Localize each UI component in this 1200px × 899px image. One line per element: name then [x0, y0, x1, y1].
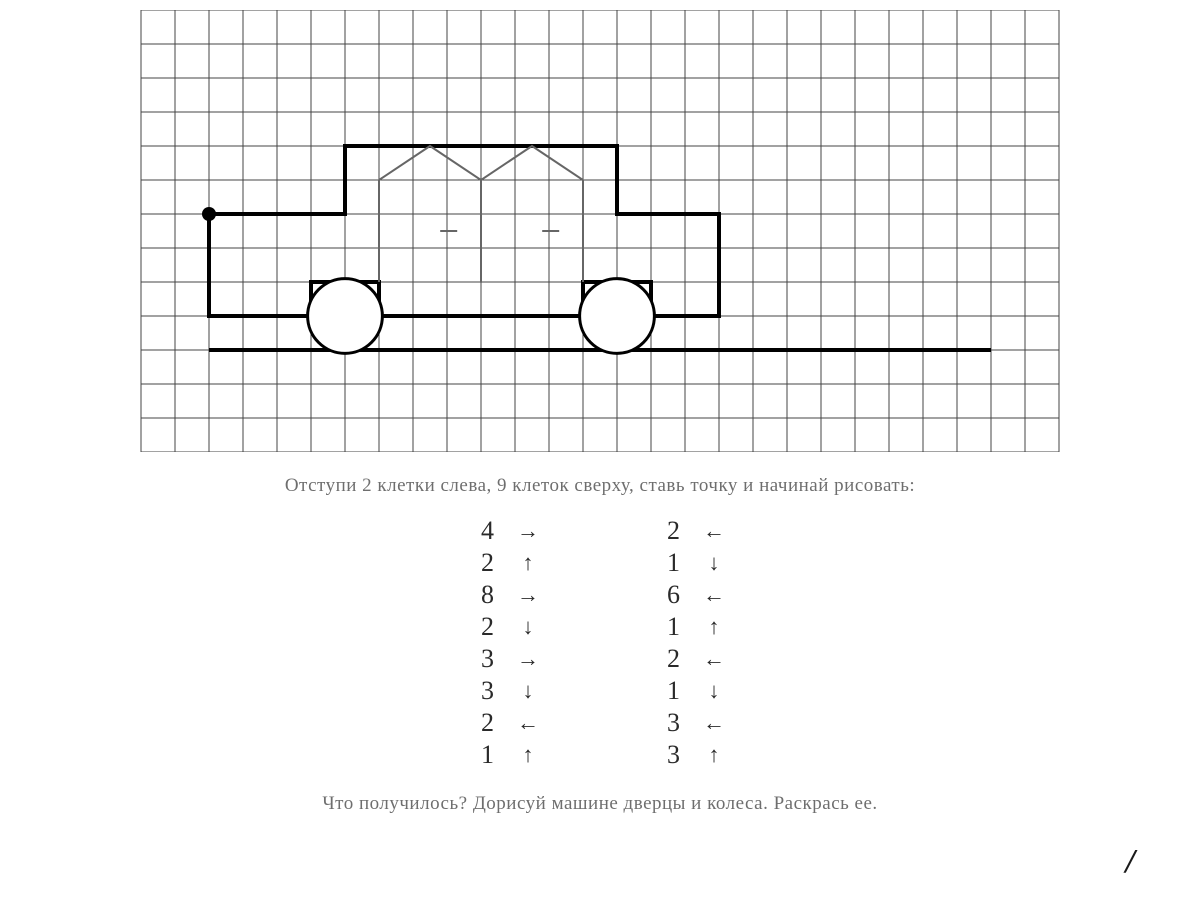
- step-row: 2↑: [474, 547, 540, 579]
- arrow-left-icon: ←: [702, 709, 726, 737]
- step-count: 6: [660, 579, 680, 612]
- arrow-down-icon: ↓: [702, 549, 726, 577]
- instruction-top: Отступи 2 клетки слева, 9 клеток сверху,…: [0, 475, 1200, 497]
- step-row: 2←: [660, 515, 726, 547]
- step-row: 1↓: [660, 675, 726, 707]
- step-row: 1↑: [474, 739, 540, 771]
- arrow-down-icon: ↓: [702, 677, 726, 705]
- step-count: 2: [474, 547, 494, 580]
- arrow-up-icon: ↑: [516, 549, 540, 577]
- worksheet-page: Отступи 2 клетки слева, 9 клеток сверху,…: [0, 0, 1200, 899]
- step-count: 2: [474, 611, 494, 644]
- step-row: 2↓: [474, 611, 540, 643]
- step-row: 4→: [474, 515, 540, 547]
- step-count: 4: [474, 515, 494, 548]
- step-row: 3←: [660, 707, 726, 739]
- step-count: 2: [660, 643, 680, 676]
- step-count: 1: [660, 547, 680, 580]
- step-count: 1: [474, 739, 494, 772]
- steps-column-right: 2←1↓6←1↑2←1↓3←3↑: [660, 515, 726, 771]
- arrow-left-icon: ←: [702, 517, 726, 545]
- step-count: 3: [660, 707, 680, 740]
- grid-diagram-container: [140, 10, 1060, 457]
- stray-mark: /: [1126, 843, 1135, 881]
- step-count: 1: [660, 611, 680, 644]
- arrow-right-icon: →: [516, 517, 540, 545]
- arrow-up-icon: ↑: [516, 741, 540, 769]
- step-count: 3: [474, 675, 494, 708]
- step-count: 3: [660, 739, 680, 772]
- step-row: 6←: [660, 579, 726, 611]
- arrow-up-icon: ↑: [702, 613, 726, 641]
- step-row: 3→: [474, 643, 540, 675]
- step-count: 2: [474, 707, 494, 740]
- step-count: 8: [474, 579, 494, 612]
- step-row: 2←: [660, 643, 726, 675]
- arrow-down-icon: ↓: [516, 613, 540, 641]
- arrow-left-icon: ←: [516, 709, 540, 737]
- step-count: 1: [660, 675, 680, 708]
- step-row: 8→: [474, 579, 540, 611]
- instruction-bottom: Что получилось? Дорисуй машине дверцы и …: [0, 793, 1200, 815]
- step-row: 3↓: [474, 675, 540, 707]
- step-row: 1↑: [660, 611, 726, 643]
- arrow-right-icon: →: [516, 581, 540, 609]
- arrow-left-icon: ←: [702, 581, 726, 609]
- arrow-down-icon: ↓: [516, 677, 540, 705]
- step-row: 3↑: [660, 739, 726, 771]
- arrow-right-icon: →: [516, 645, 540, 673]
- direction-steps: 4→2↑8→2↓3→3↓2←1↑ 2←1↓6←1↑2←1↓3←3↑: [0, 515, 1200, 771]
- grid-diagram: [140, 10, 1060, 452]
- arrow-left-icon: ←: [702, 645, 726, 673]
- step-count: 2: [660, 515, 680, 548]
- step-row: 1↓: [660, 547, 726, 579]
- step-row: 2←: [474, 707, 540, 739]
- arrow-up-icon: ↑: [702, 741, 726, 769]
- steps-column-left: 4→2↑8→2↓3→3↓2←1↑: [474, 515, 540, 771]
- step-count: 3: [474, 643, 494, 676]
